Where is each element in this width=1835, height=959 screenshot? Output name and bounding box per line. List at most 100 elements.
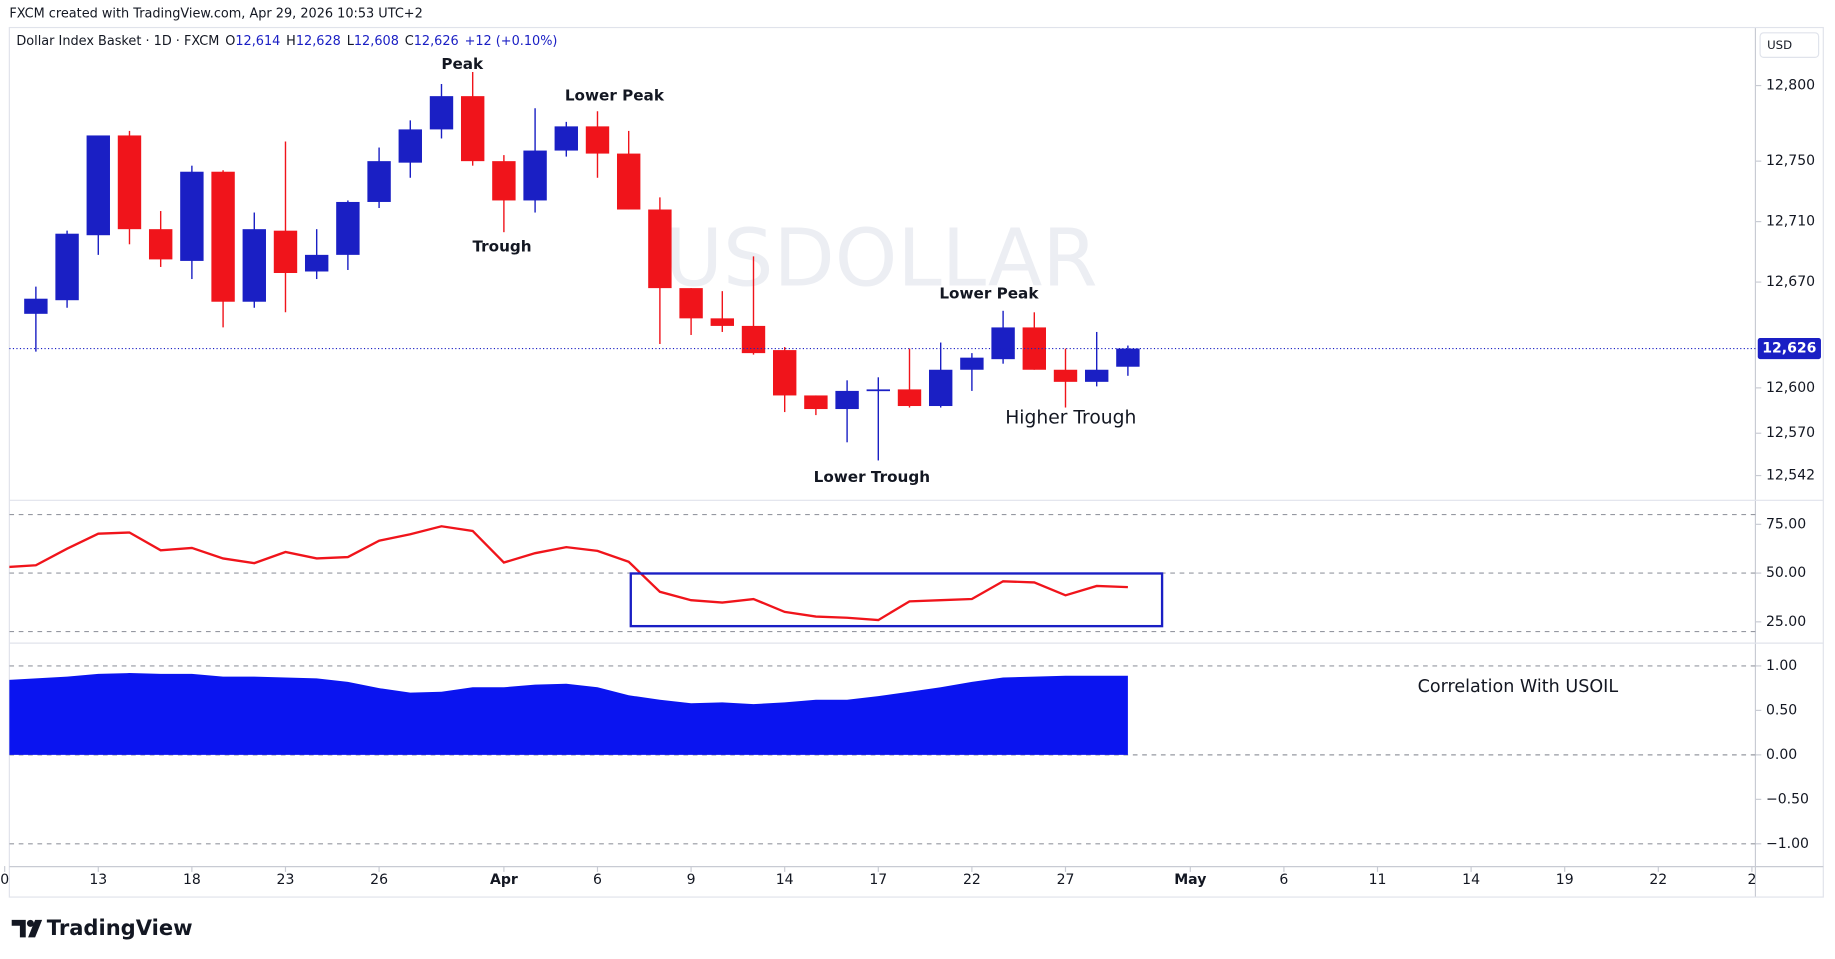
candle-body xyxy=(960,357,984,370)
y-tick-label: 0.00 xyxy=(1766,747,1797,763)
candle-body xyxy=(117,135,142,230)
y-tick-label: 12,670 xyxy=(1766,274,1815,290)
legend-change: +12 (+0.10%) xyxy=(465,33,558,48)
legend-key: O xyxy=(225,33,235,48)
y-tick-label: 0.50 xyxy=(1766,702,1797,718)
candle-body xyxy=(897,389,922,407)
x-tick-label: 0 xyxy=(0,872,9,888)
currency-box xyxy=(1759,32,1820,58)
candle-body xyxy=(648,209,672,289)
candle-body xyxy=(398,129,422,163)
highlight-box xyxy=(629,572,1164,628)
legend-value: 12,614 xyxy=(235,33,280,48)
candle-body xyxy=(772,350,797,396)
candle-body xyxy=(1084,369,1109,382)
candle-body xyxy=(86,135,110,236)
x-tick-label: 22 xyxy=(963,872,981,888)
candle-body xyxy=(242,229,266,302)
candle-body xyxy=(866,389,890,392)
last-price-label: 12,626 xyxy=(1762,341,1816,357)
legend-title: Dollar Index Basket · 1D · FXCM xyxy=(16,33,219,48)
x-tick-label: 23 xyxy=(277,872,295,888)
chart-frame xyxy=(8,26,1824,898)
x-tick-label: 18 xyxy=(183,872,201,888)
candle-body xyxy=(336,201,360,255)
legend-value: 12,608 xyxy=(354,33,399,48)
x-tick-label: Apr xyxy=(490,872,518,888)
annotation: Peak xyxy=(441,55,484,73)
x-tick-label: 22 xyxy=(1649,872,1667,888)
last-price-badge xyxy=(1757,338,1821,360)
y-tick-label: 12,750 xyxy=(1766,153,1815,169)
x-tick-label: 9 xyxy=(687,872,696,888)
x-tick-label: 6 xyxy=(593,872,602,888)
candle-body xyxy=(180,171,204,261)
y-tick-label: −0.50 xyxy=(1766,791,1809,807)
legend-key: C xyxy=(405,33,414,48)
x-tick-label: 27 xyxy=(1057,872,1075,888)
candle-body xyxy=(148,229,173,260)
candle-body xyxy=(24,298,48,314)
candle-body xyxy=(460,96,485,162)
y-tick-label: 75.00 xyxy=(1766,516,1806,532)
annotation: Lower Peak xyxy=(939,284,1039,302)
y-tick-label: 50.00 xyxy=(1766,565,1806,581)
brand-logo: TradingView xyxy=(11,915,193,940)
plots: 0 13 18 23 26 Apr 6 9 14 17 22 27 May 6 11 14 19 22 212,80… xyxy=(0,33,1821,888)
candle-body xyxy=(1022,327,1046,370)
candle-body xyxy=(991,327,1015,360)
x-tick-label: May xyxy=(1174,872,1206,888)
correlation-area xyxy=(9,673,1128,755)
annotation: Lower Trough xyxy=(814,468,930,486)
candle-body xyxy=(1116,348,1140,367)
y-tick-label: 12,800 xyxy=(1766,78,1815,94)
candle-body xyxy=(616,153,641,210)
candle-body xyxy=(304,254,329,272)
y-tick-label: 12,710 xyxy=(1766,214,1815,230)
x-tick-label: 14 xyxy=(776,872,794,888)
candle-body xyxy=(429,96,454,130)
x-tick-label: 6 xyxy=(1279,872,1288,888)
candle-body xyxy=(55,233,79,301)
annotation: Trough xyxy=(472,237,531,255)
legend-key: L xyxy=(347,33,355,48)
plot-area xyxy=(9,71,1756,845)
annotation: Higher Trough xyxy=(1005,407,1136,428)
candle-body xyxy=(835,390,859,410)
candle-body xyxy=(804,395,828,410)
candle-body xyxy=(679,288,703,319)
y-tick-label: 12,542 xyxy=(1766,468,1815,484)
x-tick-label: 14 xyxy=(1462,872,1480,888)
watermark: USDOLLAR xyxy=(665,211,1098,304)
y-tick-label: 12,570 xyxy=(1766,425,1815,441)
legend: Dollar Index Basket · 1D · FXCM O12,614 H1… xyxy=(16,33,557,48)
x-tick-label: 2 xyxy=(1747,872,1756,888)
x-tick-label: 17 xyxy=(869,872,887,888)
candle-body xyxy=(554,126,578,151)
y-tick-label: −1.00 xyxy=(1766,836,1809,852)
legend-key: H xyxy=(286,33,296,48)
x-tick-label: 11 xyxy=(1369,872,1387,888)
candle-body xyxy=(523,150,547,201)
indicator-line xyxy=(9,525,1128,622)
y-tick-label: 1.00 xyxy=(1766,658,1797,674)
candle-body xyxy=(710,318,734,326)
legend-value: 12,628 xyxy=(296,33,341,48)
candle-body xyxy=(741,325,766,354)
legend-value: 12,626 xyxy=(414,33,459,48)
candle-body xyxy=(367,161,391,202)
annotation: Lower Peak xyxy=(565,86,665,104)
credit: FXCM created with TradingView.com, Apr 2… xyxy=(9,7,422,22)
candle-body xyxy=(273,230,298,274)
y-tick-label: 12,600 xyxy=(1766,380,1815,396)
x-tick-label: 19 xyxy=(1556,872,1574,888)
y-tick-label: 25.00 xyxy=(1766,614,1806,630)
indicator-label: Correlation With USOIL xyxy=(1418,677,1619,697)
candle-body xyxy=(585,126,610,154)
brand-name: TradingView xyxy=(47,915,193,940)
candle-body xyxy=(211,171,235,302)
currency: USD xyxy=(1767,38,1792,52)
